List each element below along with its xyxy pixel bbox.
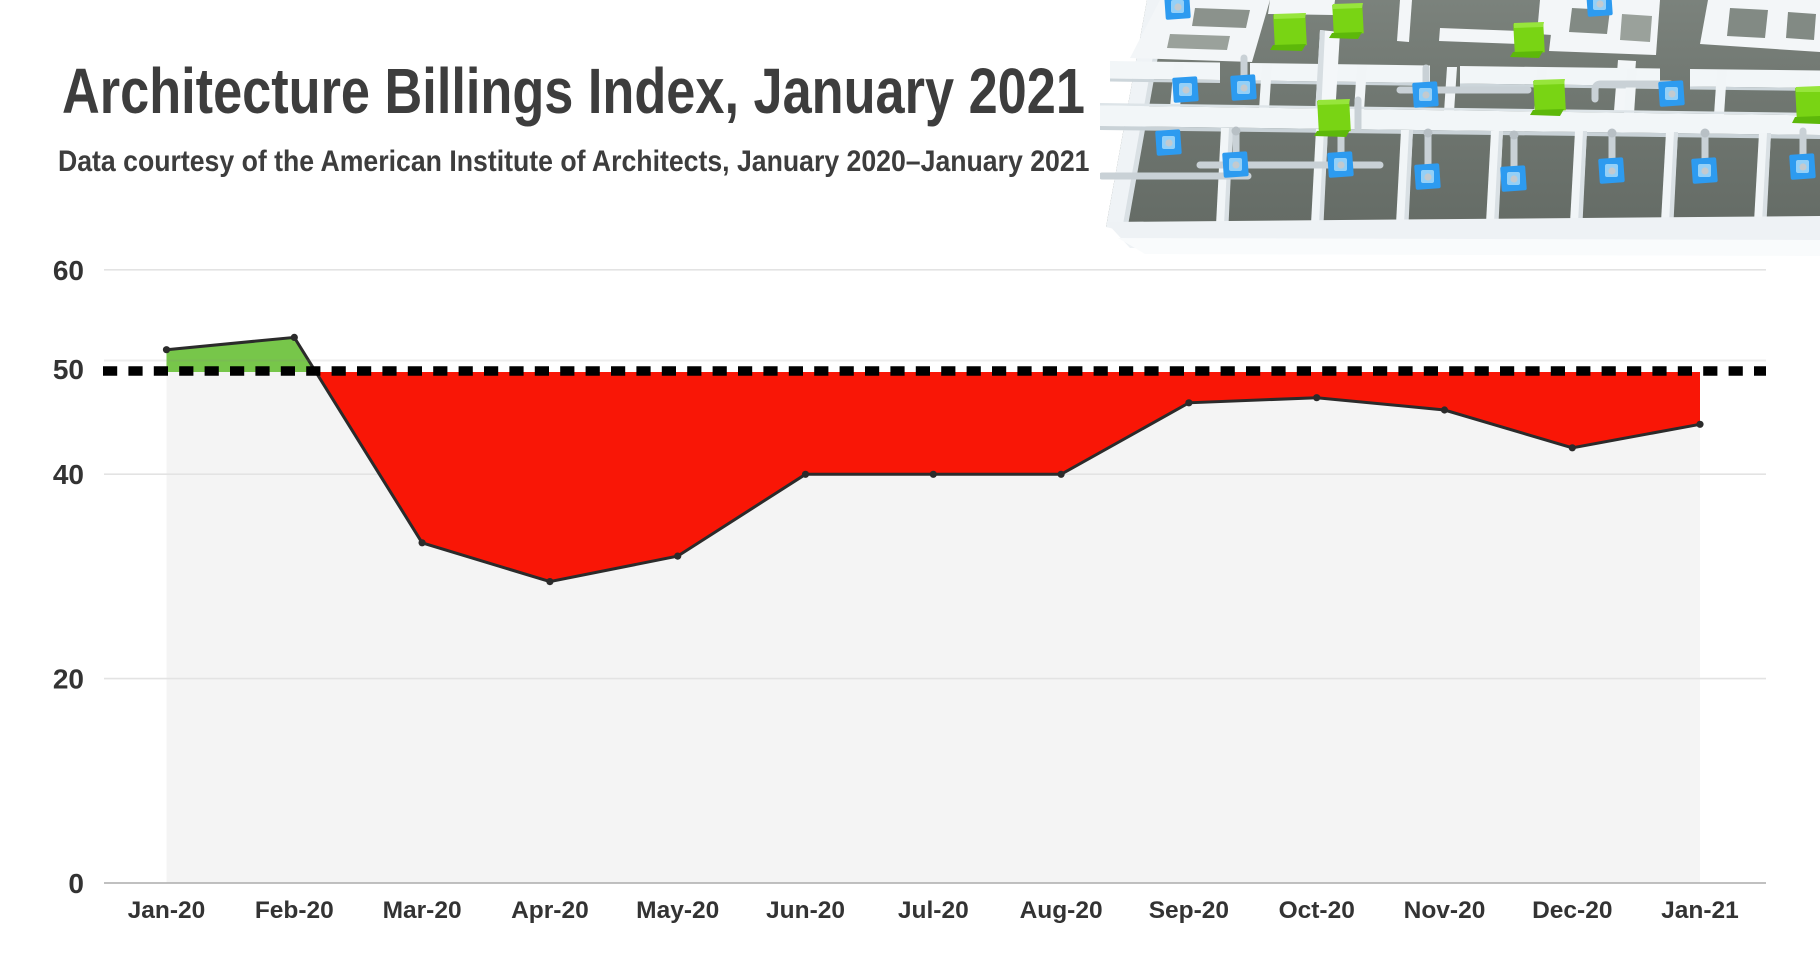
svg-text:20: 20 [53, 664, 84, 695]
svg-text:Nov-20: Nov-20 [1404, 897, 1486, 924]
svg-text:0: 0 [68, 868, 84, 899]
svg-text:Mar-20: Mar-20 [383, 897, 462, 924]
svg-text:May-20: May-20 [636, 897, 719, 924]
svg-text:40: 40 [53, 459, 84, 490]
svg-text:Jul-20: Jul-20 [898, 897, 969, 924]
svg-text:Apr-20: Apr-20 [511, 897, 589, 924]
svg-text:Jan-20: Jan-20 [128, 897, 206, 924]
svg-text:Sep-20: Sep-20 [1149, 897, 1229, 924]
svg-text:Dec-20: Dec-20 [1532, 897, 1612, 924]
svg-text:Aug-20: Aug-20 [1020, 897, 1103, 924]
svg-text:60: 60 [53, 255, 84, 286]
svg-text:Feb-20: Feb-20 [255, 897, 334, 924]
svg-text:50: 50 [53, 354, 84, 385]
svg-text:Oct-20: Oct-20 [1279, 897, 1355, 924]
svg-text:Jun-20: Jun-20 [766, 897, 845, 924]
svg-text:Jan-21: Jan-21 [1661, 897, 1739, 924]
